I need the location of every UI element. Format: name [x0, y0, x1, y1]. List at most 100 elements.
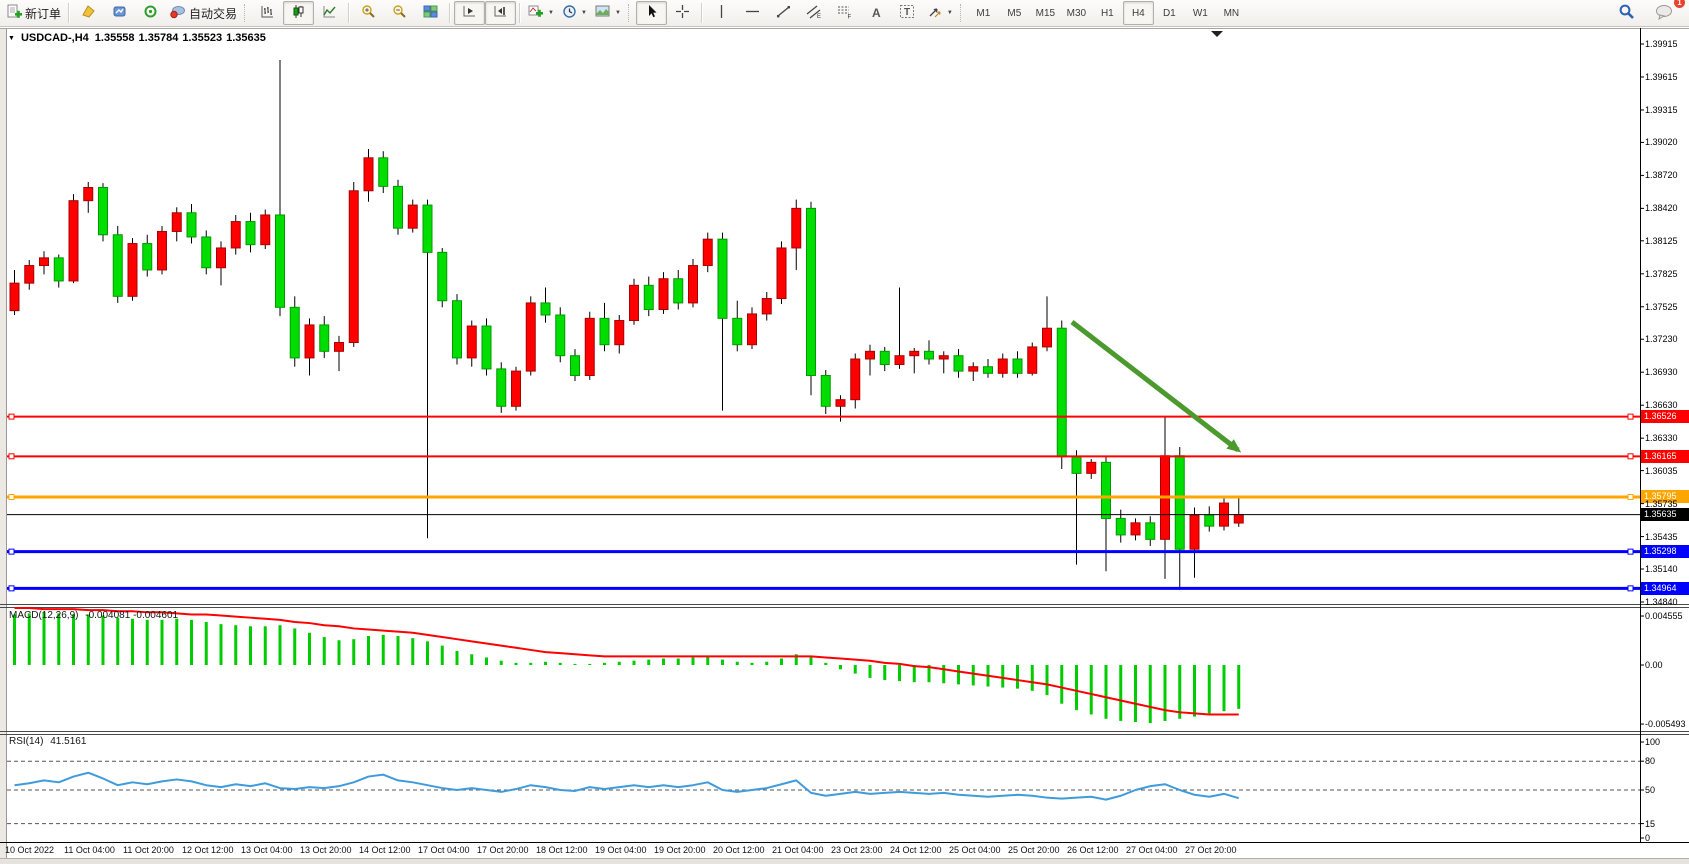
- timeframe-button-M1[interactable]: M1: [968, 1, 999, 25]
- template-button[interactable]: ▼: [591, 1, 625, 25]
- candle: [1174, 446, 1185, 590]
- rsi-panel: [7, 760, 1640, 825]
- chevron-down-icon: ▼: [580, 10, 587, 16]
- chart-window[interactable]: ▼ USDCAD-,H4 1.35558 1.35784 1.35523 1.3…: [0, 28, 1689, 864]
- auto-scroll-button[interactable]: [454, 1, 486, 25]
- timeframe-button-M30[interactable]: M30: [1061, 1, 1092, 25]
- line-drag-handle[interactable]: [8, 585, 15, 592]
- vertical-line-icon: [715, 4, 728, 22]
- candle: [1204, 506, 1215, 532]
- line-drag-handle[interactable]: [1627, 453, 1634, 460]
- equidistant-channel-tool-button[interactable]: E: [799, 1, 830, 25]
- timeframe-button-W1[interactable]: W1: [1185, 1, 1216, 25]
- line-drag-handle[interactable]: [1627, 585, 1634, 592]
- candlestick-chart-icon: [291, 4, 306, 22]
- text-label-tool-button[interactable]: T: [892, 1, 923, 25]
- clock-icon: [562, 4, 577, 22]
- data-window-button[interactable]: [104, 1, 135, 25]
- candlestick-chart-button[interactable]: [283, 1, 315, 25]
- line-drag-handle[interactable]: [8, 453, 15, 460]
- candle: [584, 311, 595, 380]
- toolbar-grip: [959, 4, 965, 22]
- candle: [437, 247, 448, 308]
- chart-canvas[interactable]: [0, 28, 1689, 864]
- notification-badge: 1: [1674, 0, 1685, 8]
- arrows-tool-button[interactable]: ▼: [923, 1, 957, 25]
- timeframe-label: M1: [976, 7, 991, 19]
- zoom-in-button[interactable]: [353, 1, 384, 25]
- line-drag-handle[interactable]: [8, 413, 15, 420]
- zoom-out-icon: [392, 4, 407, 22]
- candle: [643, 276, 654, 317]
- trendline-icon: [776, 4, 791, 22]
- strategy-tester-button[interactable]: [135, 1, 166, 25]
- candle: [791, 199, 802, 270]
- candle: [407, 199, 418, 233]
- cursor-tool-button[interactable]: [635, 1, 667, 25]
- timeframe-button-M5[interactable]: M5: [999, 1, 1030, 25]
- period-button[interactable]: ▼: [558, 1, 591, 25]
- svg-text:E: E: [817, 14, 821, 19]
- line-drag-handle[interactable]: [8, 548, 15, 555]
- svg-text:T: T: [904, 7, 910, 18]
- tile-windows-button[interactable]: [415, 1, 446, 25]
- chat-bubble-icon: [1655, 4, 1673, 23]
- crosshair-tool-button[interactable]: [667, 1, 698, 25]
- line-drag-handle[interactable]: [8, 493, 15, 500]
- line-chart-button[interactable]: [314, 1, 345, 25]
- chart-shift-button[interactable]: [485, 1, 517, 25]
- market-watch-button[interactable]: [73, 1, 104, 25]
- candle: [83, 181, 94, 213]
- candle: [1101, 456, 1111, 572]
- candle: [688, 258, 698, 308]
- zoom-out-button[interactable]: [384, 1, 415, 25]
- trend-arrow-annotation[interactable]: [1070, 320, 1242, 453]
- timeframe-button-H4[interactable]: H4: [1122, 1, 1154, 25]
- line-drag-handle[interactable]: [1627, 413, 1634, 420]
- candle: [747, 307, 757, 350]
- timeframe-button-MN[interactable]: MN: [1216, 1, 1247, 25]
- candle: [732, 300, 743, 352]
- candle: [658, 272, 669, 314]
- candle: [924, 340, 934, 365]
- notifications-button[interactable]: 1: [1648, 0, 1685, 25]
- timeframe-label: H4: [1131, 7, 1145, 19]
- candle: [378, 151, 389, 193]
- bar-chart-icon: [260, 4, 275, 22]
- chart-shift-icon: [493, 4, 508, 22]
- auto-scroll-icon: [462, 4, 477, 22]
- candle: [348, 181, 359, 347]
- market-watch-icon: [81, 4, 96, 22]
- fibonacci-tool-button[interactable]: F: [830, 1, 861, 25]
- timeframe-button-H1[interactable]: H1: [1092, 1, 1123, 25]
- add-indicator-button[interactable]: ▼: [524, 1, 558, 25]
- toolbar-grip: [244, 4, 249, 22]
- candle: [1071, 450, 1082, 565]
- candle: [511, 366, 521, 411]
- candle: [230, 214, 241, 255]
- candle: [98, 183, 108, 242]
- candle: [260, 209, 271, 250]
- horizontal-line-tool-button[interactable]: [737, 1, 768, 25]
- candle: [201, 230, 212, 275]
- timeframe-label: M30: [1066, 7, 1087, 19]
- new-order-icon: [7, 4, 22, 22]
- line-drag-handle[interactable]: [1627, 548, 1634, 555]
- candle: [525, 296, 536, 376]
- timeframe-label: MN: [1223, 7, 1240, 19]
- candle: [481, 318, 492, 376]
- bar-chart-button[interactable]: [252, 1, 283, 25]
- text-tool-button[interactable]: A: [861, 1, 892, 25]
- new-order-button[interactable]: 新订单: [3, 1, 65, 25]
- trendline-tool-button[interactable]: [768, 1, 799, 25]
- chart-shift-marker[interactable]: [1211, 31, 1223, 37]
- vertical-line-tool-button[interactable]: [706, 1, 737, 25]
- candle: [9, 269, 20, 316]
- timeframe-button-D1[interactable]: D1: [1154, 1, 1185, 25]
- chevron-down-icon: ▼: [946, 10, 953, 16]
- auto-trading-button[interactable]: 自动交易: [166, 1, 241, 25]
- timeframe-button-M15[interactable]: M15: [1030, 1, 1061, 25]
- line-drag-handle[interactable]: [1627, 493, 1634, 500]
- search-button[interactable]: [1611, 1, 1642, 25]
